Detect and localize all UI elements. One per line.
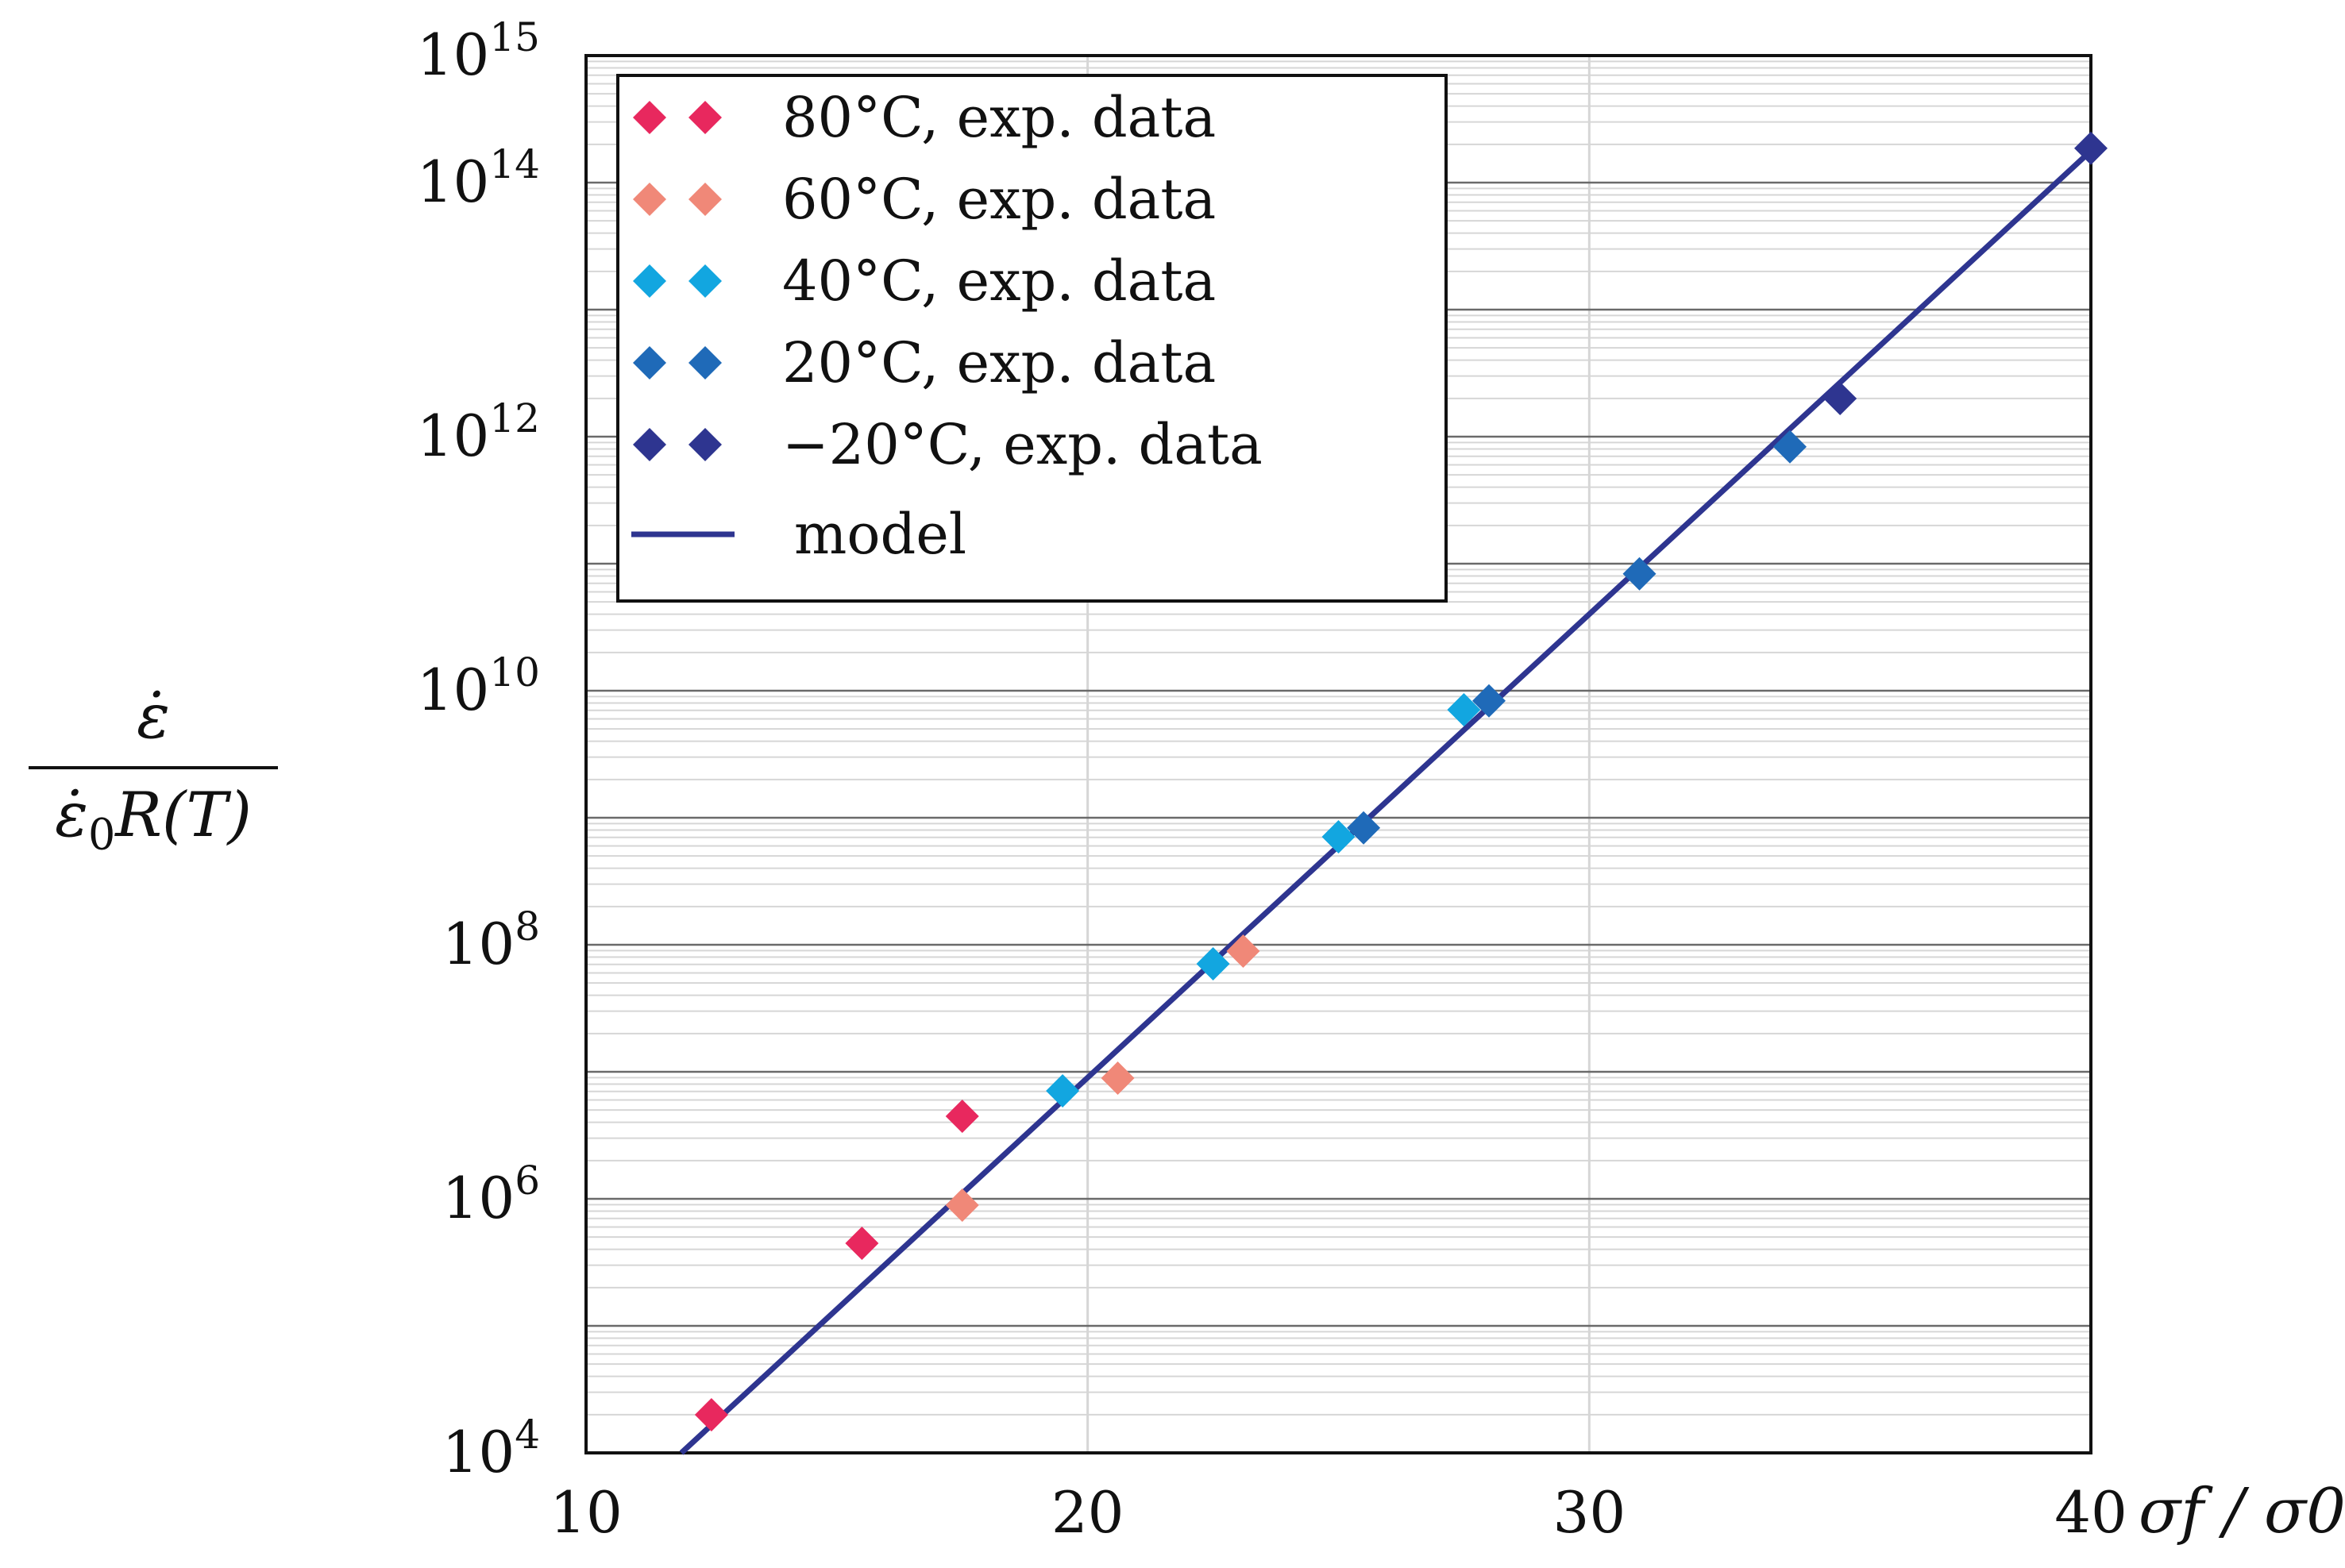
legend-label: model	[794, 502, 966, 567]
data-point	[1196, 947, 1230, 980]
data-point	[1101, 1061, 1135, 1095]
data-points	[694, 131, 2108, 1431]
y-label-denominator: ε̇0R(T)	[55, 780, 252, 860]
data-point	[1347, 811, 1381, 845]
x-tick-label: 30	[1553, 1479, 1626, 1546]
legend-marker	[688, 346, 722, 379]
x-tick-label: 40	[2054, 1479, 2127, 1546]
x-tick-label: 10	[550, 1479, 623, 1546]
y-tick-labels: 104 106 108 1010 1012 1014 1015	[417, 14, 540, 1485]
legend-box	[616, 74, 1448, 603]
data-point	[1046, 1074, 1080, 1108]
data-point	[845, 1227, 879, 1260]
legend-marker	[633, 101, 666, 134]
data-point	[1622, 557, 1657, 591]
data-point	[945, 1189, 979, 1222]
data-point	[694, 1398, 728, 1431]
data-point	[1472, 684, 1506, 718]
data-point	[1226, 934, 1260, 968]
data-point	[1823, 382, 1857, 415]
x-tick-labels: 10 20 30 40	[550, 1479, 2127, 1546]
legend-marker	[688, 264, 722, 298]
legend-label: 60°C, exp. data	[782, 167, 1216, 232]
data-point	[1447, 693, 1481, 726]
y-label-fraction-bar	[29, 766, 278, 769]
data-point	[1321, 820, 1356, 853]
legend-marker	[633, 346, 666, 379]
model-layer	[679, 148, 2093, 1455]
x-axis-label: σf / σ0	[2139, 1476, 2345, 1547]
y-tick-label: 1012	[417, 395, 540, 469]
y-tick-label: 1015	[417, 14, 540, 88]
legend-marker	[688, 183, 722, 216]
y-tick-label: 1014	[417, 141, 540, 215]
y-axis-label: ε̇ ε̇0R(T)	[22, 679, 284, 873]
legend-label: 80°C, exp. data	[782, 85, 1216, 150]
data-point	[945, 1100, 979, 1133]
x-tick-label: 20	[1051, 1479, 1124, 1546]
legend-label: 20°C, exp. data	[782, 330, 1216, 395]
legend-marker	[633, 428, 666, 461]
model-line	[679, 148, 2093, 1455]
data-point	[1773, 430, 1807, 464]
plot-frame	[584, 54, 2092, 1454]
legend-marker	[633, 264, 666, 298]
legend-marker	[688, 428, 722, 461]
legend-label: −20°C, exp. data	[782, 412, 1263, 477]
y-tick-label: 1010	[417, 649, 540, 723]
legend: 80°C, exp. data 60°C, exp. data 40°C, exp.…	[616, 74, 1448, 603]
legend-marker	[688, 101, 722, 134]
y-label-numerator: ε̇	[137, 681, 170, 753]
legend-label: 40°C, exp. data	[782, 248, 1216, 314]
y-tick-label: 108	[442, 903, 540, 977]
legend-marker	[633, 183, 666, 216]
y-tick-label: 106	[442, 1158, 540, 1231]
data-point	[2074, 131, 2108, 165]
y-tick-label: 104	[442, 1412, 540, 1485]
